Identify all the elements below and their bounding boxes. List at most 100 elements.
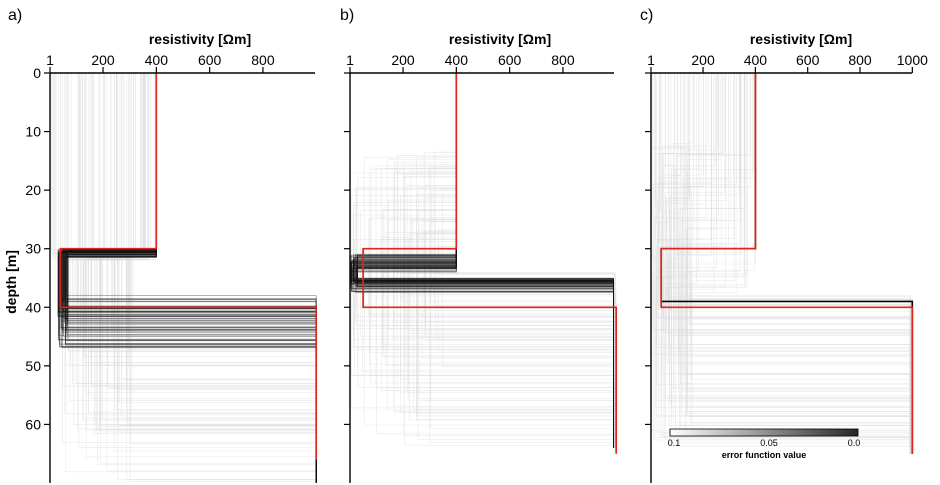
ensemble-model-light — [691, 73, 912, 454]
ensemble-model-light — [684, 73, 912, 454]
x-tick-label: 800 — [251, 52, 275, 68]
ensemble-model — [58, 73, 317, 483]
ensemble-model-light — [100, 73, 317, 483]
ensemble-model-light — [126, 73, 317, 483]
ensemble-model-light — [690, 73, 911, 454]
ensemble-model-light — [658, 73, 911, 454]
ensemble-model-light — [682, 73, 913, 454]
ensemble-model-light — [99, 73, 317, 483]
ensemble-model — [60, 73, 317, 483]
ensemble-model-light — [85, 73, 317, 483]
ensemble-model-light — [64, 73, 317, 483]
ensemble-model-light — [680, 73, 911, 454]
x-tick-label: 600 — [198, 52, 222, 68]
ensemble-model-light — [654, 73, 912, 454]
ensemble-model-light — [678, 73, 911, 454]
ensemble-model — [59, 73, 317, 483]
x-tick-label: 800 — [551, 52, 575, 68]
ensemble-model-light — [104, 73, 317, 483]
ensemble-model-light — [686, 73, 912, 454]
ensemble-model — [63, 73, 317, 483]
ensemble-model-light — [681, 73, 911, 454]
x-tick-label: 600 — [498, 52, 522, 68]
ensemble-model-light — [688, 73, 912, 454]
panel-label: c) — [640, 7, 653, 24]
ensemble-model-light — [668, 73, 913, 454]
ensemble-model-light — [667, 73, 912, 454]
ensemble-model-light — [430, 73, 615, 448]
ensemble-model-light — [91, 73, 317, 483]
ensemble-model-light — [104, 73, 317, 483]
ensemble-model — [66, 73, 317, 483]
ensemble-model-light — [662, 73, 911, 454]
ensemble-model-light — [664, 73, 912, 454]
y-tick-label: 10 — [25, 124, 41, 140]
x-tick-label: 1000 — [897, 52, 928, 68]
ensemble-model-light — [80, 73, 317, 483]
ensemble-model-light — [70, 73, 317, 483]
colorbar-label: error function value — [722, 450, 807, 460]
colorbar: 0.1 0.05 0.0 error function value — [668, 428, 860, 460]
ensemble-model-light — [102, 73, 317, 483]
ensemble-model-light — [88, 73, 317, 483]
x-tick-label: 400 — [145, 52, 169, 68]
ensemble-model-light — [91, 73, 317, 483]
ensemble-model-light — [673, 73, 912, 454]
ensemble-model — [67, 73, 317, 483]
ensemble-model — [67, 73, 317, 483]
ensemble-model-light — [682, 73, 911, 454]
ensemble-model-light — [442, 73, 615, 448]
ensemble-model — [59, 73, 317, 483]
ensemble-model-light — [99, 73, 317, 483]
ensemble-model-light — [67, 73, 317, 483]
ensemble-model — [67, 73, 317, 483]
ensemble-model-light — [85, 73, 317, 483]
ensemble-models — [651, 73, 914, 454]
ensemble-model-light — [658, 73, 911, 454]
ensemble-model-light — [129, 73, 317, 483]
ensemble-model-light — [685, 73, 912, 454]
ensemble-model-light — [678, 73, 911, 454]
ensemble-model-light — [679, 73, 913, 454]
y-axis-title: depth [m] — [3, 250, 19, 314]
ensemble-model-light — [662, 73, 913, 454]
ensemble-model-light — [121, 73, 317, 483]
ensemble-model-light — [671, 73, 912, 454]
x-tick-label: 600 — [796, 52, 820, 68]
panel-label: b) — [340, 7, 354, 24]
ensemble-models — [349, 73, 618, 454]
ensemble-model — [67, 73, 317, 483]
y-tick-label: 30 — [25, 241, 41, 257]
x-tick-label: 200 — [691, 52, 715, 68]
ensemble-model-light — [678, 73, 912, 454]
ensemble-model-light — [656, 73, 912, 454]
ensemble-model-light — [429, 73, 615, 448]
ensemble-model — [64, 73, 317, 483]
x-axis-title: resistivity [Ωm] — [750, 31, 852, 47]
x-axis-title: resistivity [Ωm] — [149, 31, 251, 47]
ensemble-model-light — [85, 73, 317, 483]
x-tick-label: 800 — [848, 52, 872, 68]
colorbar-tick-label: 0.05 — [760, 438, 778, 448]
ensemble-model-light — [677, 73, 911, 454]
ensemble-model-light — [92, 73, 317, 483]
ensemble-model — [63, 73, 317, 483]
true-model-line — [660, 73, 914, 454]
ensemble-model — [57, 73, 317, 483]
ensemble-model-light — [673, 73, 911, 454]
ensemble-model-light — [90, 73, 317, 483]
ensemble-model-light — [663, 73, 913, 454]
panel-c: 1 200 400 600 800 1000 c) resistivity [Ωm] — [640, 7, 928, 483]
true-model-line — [362, 73, 618, 454]
ensemble-model-light — [681, 73, 912, 454]
ensemble-model — [67, 73, 317, 483]
ensemble-model-light — [672, 73, 912, 454]
ensemble-model — [59, 73, 317, 483]
ensemble-model-light — [655, 73, 912, 454]
ensemble-model-light — [665, 73, 912, 454]
ensemble-model-light — [662, 73, 911, 454]
ensemble-model-light — [430, 73, 617, 448]
ensemble-model-light — [68, 73, 317, 483]
ensemble-model — [57, 73, 317, 483]
ensemble-model-light — [659, 73, 912, 454]
